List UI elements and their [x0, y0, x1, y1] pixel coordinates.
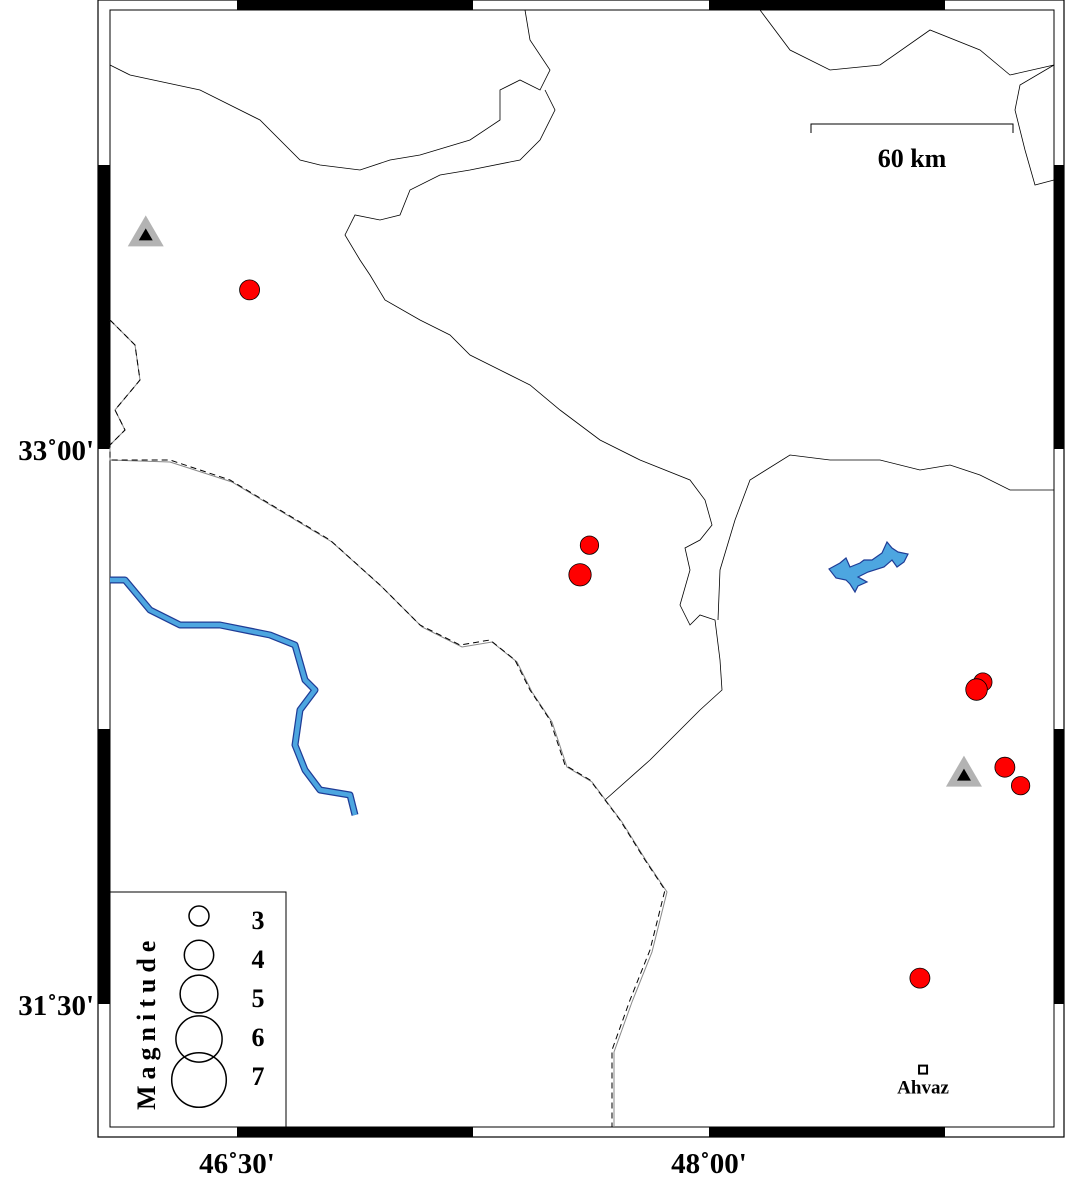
legend-magnitude-label: 4	[252, 945, 265, 974]
scale-bar: 60 km	[810, 123, 1014, 173]
legend-title: Magnitude	[132, 935, 161, 1110]
legend-magnitude-label: 6	[252, 1023, 265, 1052]
seismic-stations	[127, 215, 982, 787]
legend-circle	[179, 974, 219, 1014]
province-boundaries	[109, 9, 1055, 801]
magnitude-legend: Magnitude 3 4 5 6 7	[109, 891, 287, 1128]
earthquake-marker	[568, 563, 592, 587]
earthquake-marker	[994, 756, 1016, 778]
legend-circle	[170, 1051, 228, 1109]
earthquake-marker	[965, 678, 988, 701]
lon-label-46-30: 46˚30'	[199, 1148, 275, 1177]
legend-circle	[188, 905, 210, 927]
earthquake-marker	[909, 967, 931, 989]
cities: Ahvaz	[897, 1064, 949, 1099]
earthquake-marker	[239, 279, 260, 301]
station-triangle-icon	[127, 215, 164, 247]
earthquake-marker	[1011, 776, 1031, 796]
earthquake-marker	[579, 535, 600, 555]
scale-bar-label: 60 km	[878, 144, 947, 173]
water-bodies	[110, 540, 909, 816]
international-border	[109, 319, 668, 1127]
station-triangle-icon	[945, 755, 982, 787]
legend-circle	[175, 1015, 223, 1063]
lat-label-31-30: 31˚30'	[18, 990, 94, 1022]
earthquake-events	[239, 279, 1031, 989]
lat-label-33-00: 33˚00'	[18, 435, 94, 467]
river	[110, 576, 359, 816]
map-frame	[97, 0, 1065, 1138]
legend-circle	[183, 939, 215, 971]
reservoir	[828, 540, 909, 594]
river-fill	[110, 577, 358, 816]
legend-magnitude-label: 7	[252, 1062, 265, 1091]
city-label: Ahvaz	[897, 1078, 949, 1099]
legend-magnitude-label: 5	[252, 984, 265, 1013]
lon-label-48-00: 48˚00'	[671, 1148, 747, 1177]
legend-magnitude-label: 3	[252, 906, 265, 935]
city-marker-icon	[918, 1064, 929, 1075]
